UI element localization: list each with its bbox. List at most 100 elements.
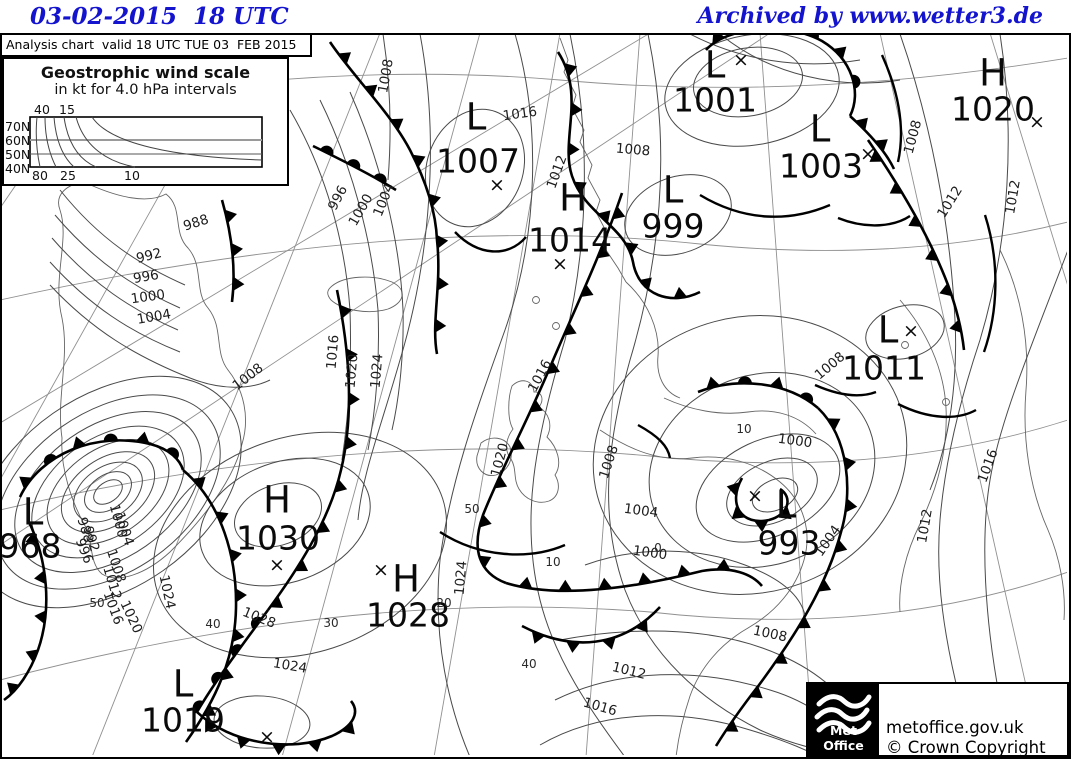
isobar-ring	[60, 451, 156, 533]
cold-front-triangle	[889, 181, 903, 194]
warm-front-semicircle	[320, 145, 334, 156]
coastline	[58, 181, 246, 579]
warm-front-semicircle	[800, 392, 814, 404]
cold-front-triangle	[7, 682, 20, 696]
wind-scale-lat-50N: 50N	[5, 147, 31, 162]
cold-front	[266, 289, 351, 611]
graticule-line	[282, 35, 480, 755]
cold-front-triangle	[778, 506, 792, 520]
cold-front-triangle	[725, 719, 739, 732]
metoffice-site: metoffice.gov.uk	[886, 718, 1024, 737]
graticule-line	[433, 35, 561, 755]
cold-front-triangle	[203, 703, 217, 717]
map-border	[0, 33, 1071, 759]
isobar-ring	[14, 410, 202, 574]
isobar	[51, 237, 179, 331]
cold-front-triangle	[334, 479, 348, 493]
isobar	[59, 189, 186, 286]
isobar-ring	[592, 315, 908, 595]
cold-front	[505, 568, 763, 593]
cold-front-triangle	[342, 721, 355, 735]
cold-front-triangle	[390, 118, 404, 131]
trough-line	[637, 423, 672, 459]
cold-front-triangle	[874, 139, 888, 152]
graticule-line	[2, 571, 1067, 680]
cold-front-triangle	[547, 361, 560, 375]
wind-scale-lat-70N: 70N	[5, 119, 31, 134]
isobar	[690, 35, 861, 65]
coastline	[663, 397, 817, 435]
cold-front	[220, 199, 235, 303]
cold-front-triangle	[529, 399, 543, 413]
cold-front	[714, 407, 849, 747]
cold-front-triangle	[428, 193, 441, 208]
coastline	[476, 437, 512, 476]
coastline	[559, 37, 627, 283]
warm-front-semicircle	[43, 454, 57, 465]
isobar-ring	[693, 46, 803, 118]
cold-front-triangle	[412, 154, 426, 168]
cold-front-triangle	[949, 319, 962, 334]
wind-scale-bottom-25: 25	[60, 168, 76, 183]
cold-front-triangle	[348, 392, 360, 407]
cold-front-triangle	[435, 318, 447, 333]
cold-front-triangle	[712, 35, 725, 44]
cold-front-triangle	[834, 539, 848, 553]
cold-front-triangle	[568, 142, 580, 157]
cold-front-triangle	[339, 304, 352, 319]
cold-front	[328, 41, 440, 355]
coastline	[625, 281, 681, 399]
isobar	[349, 91, 404, 431]
cold-front-triangle	[749, 686, 763, 699]
trough-line	[439, 530, 566, 556]
isobar-ring	[751, 477, 799, 513]
wind-scale-bottom-80: 80	[32, 168, 48, 183]
cold-front-triangle	[571, 102, 583, 117]
warm-front-semicircle	[211, 671, 223, 685]
cold-front-triangle	[566, 641, 581, 653]
isobar-ring	[73, 461, 143, 523]
cold-front-triangle	[597, 245, 610, 259]
cold-front-triangle	[229, 548, 242, 563]
wind-scale-bottom-10: 10	[124, 168, 140, 183]
trough-line	[699, 193, 831, 218]
occluded-front	[18, 439, 185, 498]
isobar	[357, 35, 431, 521]
cold-front-triangle	[612, 206, 626, 220]
cold-front-triangle	[706, 376, 721, 389]
island	[901, 341, 909, 349]
cold-front-triangle	[232, 628, 245, 643]
cold-front-triangle	[774, 651, 788, 664]
cold-front-triangle	[236, 736, 251, 749]
warm-front-semicircle	[373, 173, 387, 184]
isobar	[938, 35, 1009, 701]
wind-scale-subtitle: in kt for 4.0 hPa intervals	[54, 82, 237, 98]
cold-front-triangle	[511, 437, 525, 451]
cold-front-triangle	[437, 276, 449, 291]
archive-credit: Archived by www.wetter3.de	[697, 3, 1043, 29]
wind-scale-legend: Geostrophic wind scale in kt for 4.0 hPa…	[2, 57, 289, 186]
cold-front-triangle	[731, 506, 745, 519]
isobar	[49, 284, 271, 388]
cold-front-triangle	[231, 242, 243, 257]
warm-front-semicircle	[166, 447, 179, 459]
cold-front-triangle	[797, 616, 811, 629]
cold-front-triangle	[925, 248, 939, 261]
cold-front-triangle	[844, 456, 857, 471]
cold-front-triangle	[364, 84, 378, 98]
trough-line	[982, 214, 997, 353]
crown-copyright: © Crown Copyright	[886, 738, 1046, 757]
cold-front-triangle	[224, 209, 237, 224]
cold-front-triangle	[580, 284, 594, 298]
cold-front-triangle	[479, 514, 492, 528]
metoffice-logo-block: Met Office metoffice.gov.uk © Crown Copy…	[806, 682, 1069, 757]
island	[552, 322, 560, 330]
warm-front	[312, 144, 397, 192]
cold-front-triangle	[205, 719, 217, 733]
cold-front-triangle	[192, 477, 206, 490]
cold-front-triangle	[436, 234, 449, 249]
cold-front-triangle	[346, 348, 358, 363]
cold-front	[476, 192, 624, 585]
wind-scale-top-40: 40	[34, 102, 50, 117]
cold-front-triangle	[233, 276, 245, 291]
